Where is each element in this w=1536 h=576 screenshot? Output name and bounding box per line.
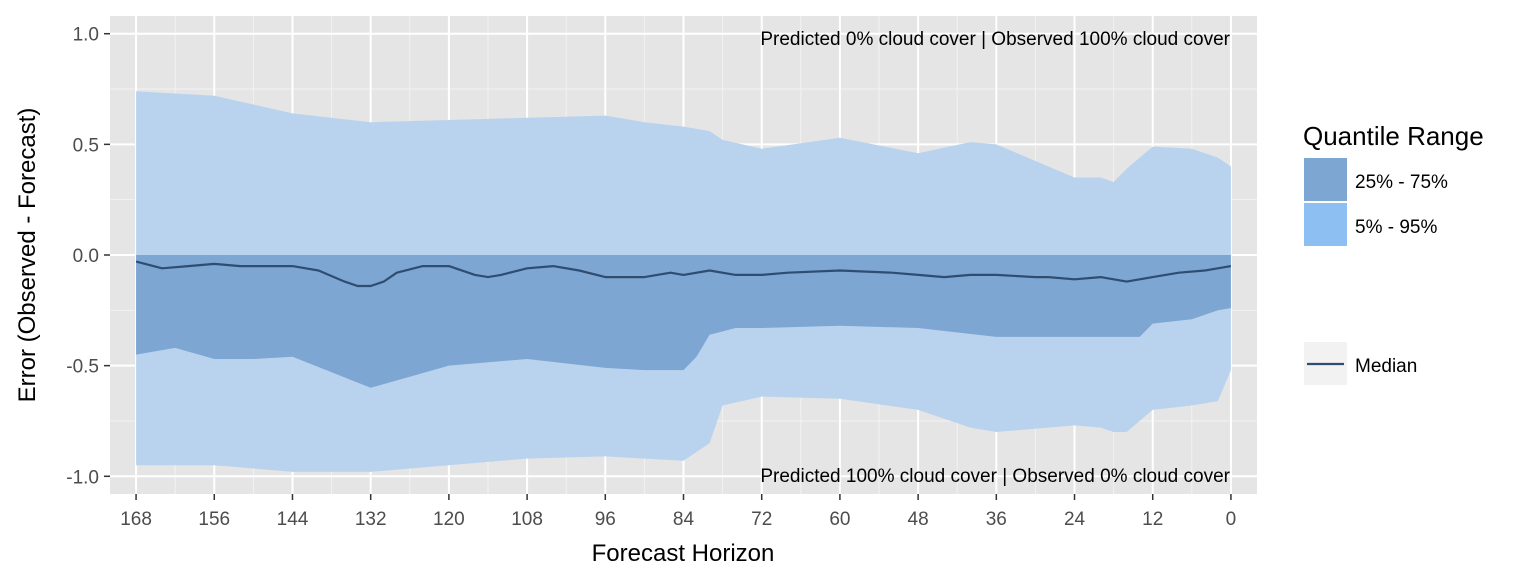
annotation-top: Predicted 0% cloud cover | Observed 100%… [760, 29, 1230, 50]
legend-label-median: Median [1355, 356, 1417, 377]
y-tick-label: -1.0 [66, 467, 99, 488]
quantile-bands [136, 91, 1231, 472]
legend-key-25-75 [1304, 158, 1347, 201]
x-tick-label: 132 [355, 509, 387, 530]
x-tick-label: 0 [1226, 509, 1237, 530]
band-25-75 [136, 255, 1231, 388]
y-tick-label: 0.0 [73, 246, 99, 267]
x-axis: 168 156 144 132 120 108 96 84 72 60 48 36 24 12 0 [120, 494, 1236, 530]
x-tick-label: 120 [433, 509, 465, 530]
y-axis-title: Error (Observed - Forecast) [14, 108, 41, 403]
x-tick-label: 48 [908, 509, 929, 530]
legend-title: Quantile Range [1303, 121, 1484, 151]
x-tick-label: 96 [595, 509, 616, 530]
legend: Quantile Range 25% - 75% 5% - 95% Median [1303, 121, 1484, 385]
median-line [135, 260, 1232, 288]
median-lines [135, 260, 1232, 288]
x-tick-label: 24 [1064, 509, 1086, 530]
x-tick-label: 156 [198, 509, 230, 530]
y-tick-label: 1.0 [73, 25, 99, 46]
x-tick-label: 60 [829, 509, 850, 530]
x-tick-label: 12 [1142, 509, 1163, 530]
x-tick-label: 36 [986, 509, 1007, 530]
y-axis: 1.0 0.5 0.0 -0.5 -1.0 [66, 25, 110, 488]
x-tick-label: 144 [277, 509, 309, 530]
x-tick-label: 84 [673, 509, 695, 530]
legend-label-5-95: 5% - 95% [1355, 217, 1437, 238]
y-tick-label: -0.5 [66, 357, 99, 378]
y-tick-label: 0.5 [73, 135, 99, 156]
annotation-bottom: Predicted 100% cloud cover | Observed 0%… [760, 466, 1230, 487]
legend-key-5-95 [1304, 203, 1347, 246]
x-tick-label: 108 [511, 509, 543, 530]
x-tick-label: 72 [751, 509, 772, 530]
x-axis-title: Forecast Horizon [592, 540, 775, 567]
x-tick-label: 168 [120, 509, 152, 530]
legend-label-25-75: 25% - 75% [1355, 172, 1448, 193]
